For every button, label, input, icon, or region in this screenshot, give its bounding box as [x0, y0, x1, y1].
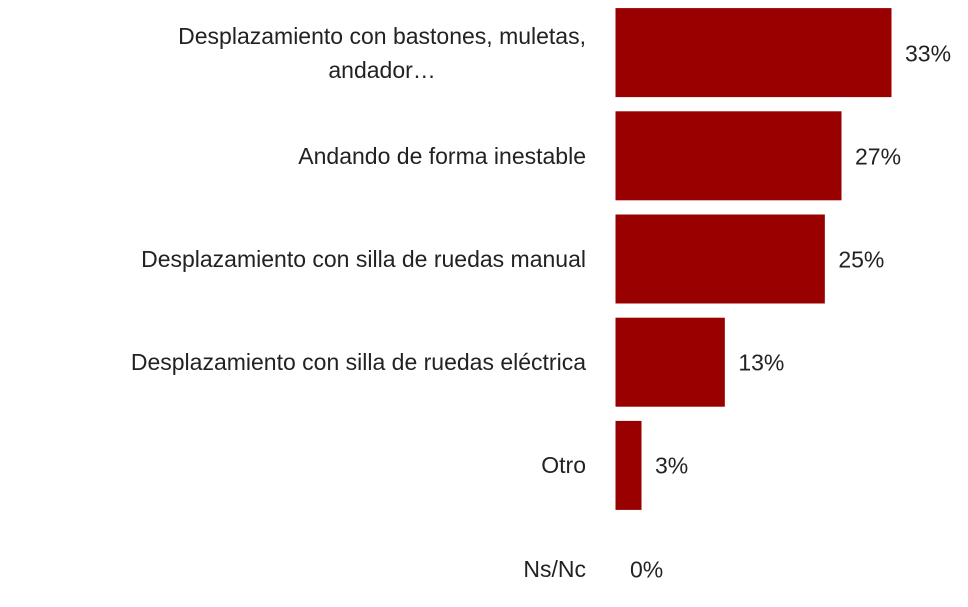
- value-label: 3%: [655, 452, 689, 479]
- bar: [615, 8, 892, 98]
- bar: [615, 420, 642, 510]
- bar: [615, 214, 825, 304]
- bar: [615, 111, 842, 201]
- value-label: 27%: [855, 143, 902, 170]
- category-label: Otro: [541, 452, 586, 479]
- value-label: 13%: [738, 349, 785, 376]
- value-label: 0%: [630, 556, 664, 583]
- category-label: Desplazamiento con silla de ruedas manua…: [141, 246, 586, 272]
- category-label: Desplazamiento con bastones, muletas, an…: [178, 22, 586, 83]
- value-label: 33%: [905, 40, 952, 67]
- category-label: Desplazamiento con silla de ruedas eléct…: [130, 349, 586, 376]
- category-label: Ns/Nc: [523, 555, 586, 582]
- value-label: 25%: [838, 246, 885, 273]
- bar: [615, 317, 725, 407]
- category-label: Andando de forma inestable: [298, 142, 586, 169]
